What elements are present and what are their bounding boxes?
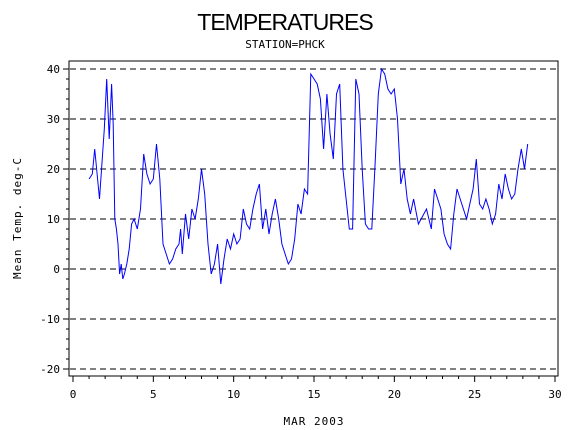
- temperature-series-line: [88, 67, 529, 285]
- x-tick-label: 5: [150, 388, 157, 401]
- x-axis: 0 5 10 15 20 25 30: [70, 376, 562, 401]
- y-tick-label: 0: [53, 263, 60, 276]
- x-tick-label: 15: [307, 388, 320, 401]
- y-axis-label: Mean Temp. deg-C: [11, 157, 24, 279]
- y-tick-label: 30: [47, 113, 60, 126]
- chart-subtitle: STATION=PHCK: [245, 38, 325, 51]
- x-tick-label: 0: [70, 388, 77, 401]
- y-tick-label: 20: [47, 163, 60, 176]
- x-tick-label: 20: [388, 388, 401, 401]
- x-axis-label: MAR 2003: [284, 415, 345, 428]
- x-tick-label: 10: [227, 388, 240, 401]
- y-tick-label: 40: [47, 63, 60, 76]
- grid-lines: [70, 68, 557, 370]
- chart-title: TEMPERATURES: [197, 9, 373, 35]
- x-tick-label: 30: [548, 388, 561, 401]
- y-tick-label: 10: [47, 213, 60, 226]
- y-tick-label: -10: [40, 313, 60, 326]
- x-tick-label: 25: [468, 388, 481, 401]
- y-tick-label: -20: [40, 363, 60, 376]
- y-axis: -20 -10 0 10 20 30 40: [40, 63, 69, 376]
